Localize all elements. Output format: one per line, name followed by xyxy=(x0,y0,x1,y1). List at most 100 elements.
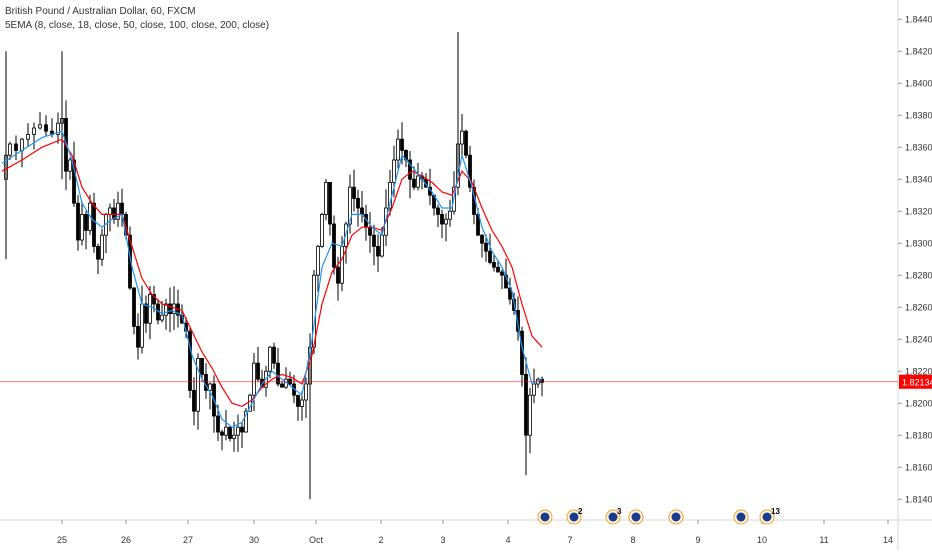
y-tick-label: 1.83800 xyxy=(905,111,932,121)
candle-body xyxy=(356,197,360,209)
candle-body xyxy=(408,159,412,180)
candle-body xyxy=(324,181,328,215)
candle-body xyxy=(132,287,136,327)
y-tick-label: 1.84200 xyxy=(905,47,932,57)
candle-body xyxy=(196,357,200,412)
y-tick-label: 1.81600 xyxy=(905,463,932,473)
y-tick-label: 1.83000 xyxy=(905,239,932,249)
candle-body xyxy=(528,394,532,436)
candle-body xyxy=(492,261,496,268)
y-tick-label: 1.83400 xyxy=(905,175,932,185)
candle-body xyxy=(400,138,404,151)
candle-body xyxy=(168,303,172,315)
x-tick-label: 30 xyxy=(249,535,259,545)
candle-body xyxy=(256,362,260,380)
y-tick-label: 1.84000 xyxy=(905,79,932,89)
candle-body xyxy=(488,250,492,263)
x-tick-label: 3 xyxy=(440,535,445,545)
candle-body xyxy=(336,266,340,284)
flag-icon xyxy=(631,512,641,522)
x-tick-label: 7 xyxy=(567,535,572,545)
candle-body xyxy=(252,362,256,396)
candle-body xyxy=(468,154,472,188)
flag-icon xyxy=(608,512,618,522)
candle-body xyxy=(112,207,116,220)
y-tick-label: 1.81800 xyxy=(905,431,932,441)
candle-body xyxy=(220,431,224,436)
candle-body xyxy=(144,303,148,324)
candle-body xyxy=(296,394,300,407)
candle-body xyxy=(200,357,204,375)
candle-body xyxy=(320,213,324,247)
flag-icon xyxy=(540,512,550,522)
candle-body xyxy=(332,223,336,268)
x-tick-label: 25 xyxy=(57,535,67,545)
flag-icon xyxy=(762,512,772,522)
candle-body xyxy=(32,127,36,135)
candle-body xyxy=(76,202,80,241)
candle-body xyxy=(8,143,12,156)
candle-body xyxy=(476,213,480,236)
candle-body xyxy=(108,207,112,215)
candle-body xyxy=(20,138,24,151)
ema-slow-line xyxy=(1,138,543,408)
candle-body xyxy=(140,303,144,348)
candle-body xyxy=(216,415,220,433)
candle-body xyxy=(412,178,416,188)
event-count-label: 3 xyxy=(617,507,622,516)
candle-body xyxy=(244,410,248,433)
x-tick-label: 4 xyxy=(505,535,510,545)
candle-body xyxy=(440,213,444,225)
candle-body xyxy=(304,383,308,401)
candle-body xyxy=(380,234,384,257)
candle-body xyxy=(100,234,104,260)
candle-body xyxy=(268,346,272,372)
candle-body xyxy=(272,346,276,364)
candle-body xyxy=(460,130,464,145)
candle-body xyxy=(160,314,164,321)
candle-body xyxy=(436,207,440,215)
candle-body xyxy=(348,186,352,225)
candle-body xyxy=(360,207,364,215)
event-count-label: 2 xyxy=(578,507,583,516)
candle-body xyxy=(192,389,196,412)
candle-body xyxy=(80,213,84,241)
candle-body xyxy=(300,399,304,407)
candle-body xyxy=(136,325,140,348)
candle-body xyxy=(508,287,512,300)
candle-body xyxy=(68,159,72,172)
flag-icon xyxy=(671,512,681,522)
candle-body xyxy=(26,133,30,140)
chart-title: British Pound / Australian Dollar, 60, F… xyxy=(5,6,196,17)
candle-body xyxy=(276,362,280,385)
x-tick-label: 10 xyxy=(757,535,767,545)
last-price-badge xyxy=(899,374,932,389)
candle-body xyxy=(480,234,484,244)
x-tick-label: 2 xyxy=(378,535,383,545)
candle-body xyxy=(44,124,48,132)
x-tick-label: 14 xyxy=(883,535,893,545)
y-tick-label: 1.83600 xyxy=(905,143,932,153)
candle-body xyxy=(448,210,452,220)
candle-body xyxy=(236,426,240,436)
flag-icon xyxy=(736,512,746,522)
candle-body xyxy=(14,143,18,151)
last-price-label: 1.82134 xyxy=(902,377,932,387)
y-tick-label: 1.82000 xyxy=(905,399,932,409)
y-tick-label: 1.82600 xyxy=(905,303,932,313)
candle-body xyxy=(56,122,60,135)
candle-body xyxy=(116,202,120,220)
candle-body xyxy=(232,434,236,439)
indicator-label[interactable]: 5EMA (8, close, 18, close, 50, close, 10… xyxy=(5,20,270,31)
candle-body xyxy=(228,426,232,439)
candle-body xyxy=(38,124,42,129)
y-tick-label: 1.82400 xyxy=(905,335,932,345)
candle-body xyxy=(444,218,448,225)
candle-body xyxy=(280,383,284,388)
y-tick-label: 1.81400 xyxy=(905,495,932,505)
candle-body xyxy=(532,383,536,396)
candle-body xyxy=(392,159,396,183)
x-tick-label: 27 xyxy=(183,535,193,545)
